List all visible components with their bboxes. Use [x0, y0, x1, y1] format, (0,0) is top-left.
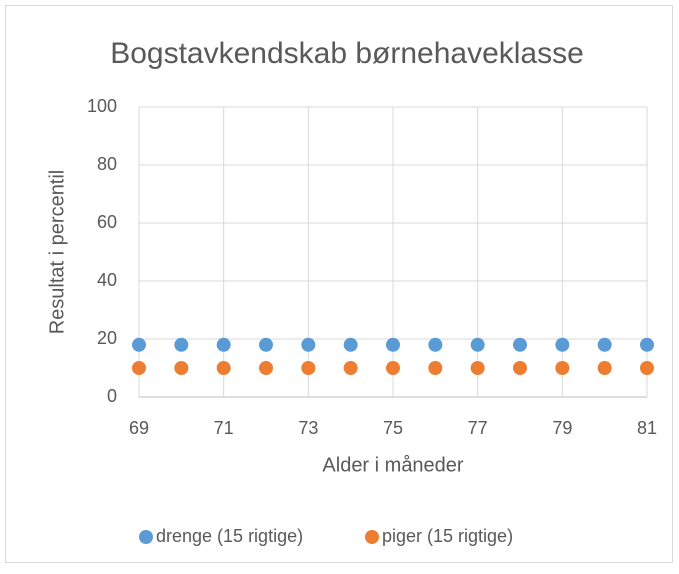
x-tick-label: 71: [214, 418, 234, 438]
point: [597, 361, 612, 375]
point: [386, 337, 400, 352]
y-axis-label: Resultat i percentil: [46, 170, 68, 335]
x-axis-label: Alder i måneder: [322, 454, 464, 476]
point: [216, 337, 231, 352]
point: [555, 361, 570, 375]
point: [132, 337, 146, 352]
point: [259, 361, 273, 375]
x-tick-label: 77: [468, 418, 488, 438]
chart-title: Bogstavkendskab børnehaveklasse: [110, 37, 584, 70]
point: [343, 361, 358, 375]
legend-marker: [139, 530, 153, 544]
y-tick-label: 20: [97, 328, 117, 348]
point: [555, 337, 570, 352]
chart-frame: [5, 5, 673, 563]
point: [174, 337, 189, 352]
point: [216, 361, 231, 375]
legend-label: drenge (15 rigtige): [156, 526, 303, 546]
point: [428, 337, 443, 352]
point: [597, 337, 612, 352]
y-tick-label: 40: [97, 270, 117, 290]
point: [174, 361, 189, 375]
y-tick-label: 0: [107, 386, 117, 406]
point: [513, 361, 527, 375]
point: [132, 361, 146, 375]
x-tick-label: 75: [383, 418, 403, 438]
y-tick-label: 80: [97, 154, 117, 174]
point: [386, 361, 400, 375]
y-tick-label: 100: [87, 96, 117, 116]
point: [470, 361, 485, 375]
x-tick-label: 79: [552, 418, 572, 438]
point: [428, 361, 443, 375]
legend-label: piger (15 rigtige): [382, 526, 513, 546]
legend-marker: [365, 530, 379, 544]
point: [640, 337, 654, 352]
point: [301, 337, 316, 352]
point: [470, 337, 485, 352]
x-tick-label: 81: [637, 418, 657, 438]
point: [640, 361, 654, 375]
x-tick-label: 69: [129, 418, 149, 438]
x-tick-label: 73: [298, 418, 318, 438]
point: [343, 337, 358, 352]
point: [259, 337, 273, 352]
point: [301, 361, 316, 375]
y-tick-label: 60: [97, 212, 117, 232]
point: [513, 337, 527, 352]
